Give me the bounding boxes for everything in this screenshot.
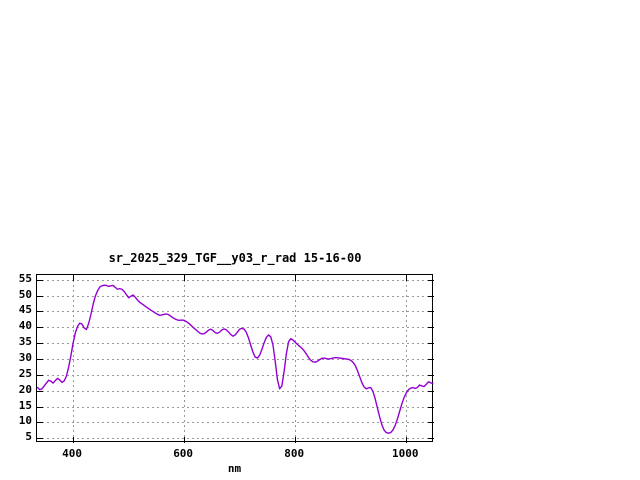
y-tick-label: 50 — [18, 287, 32, 301]
y-axis-tick-labels: 5 10 15 20 25 30 35 40 45 50 55 — [2, 271, 32, 444]
x-grid-lines — [73, 275, 407, 443]
y-tick-label: 30 — [18, 351, 32, 364]
y-tick-label: 35 — [18, 335, 32, 349]
y-grid-lines — [37, 280, 434, 439]
x-axis-tick-labels: 400 600 800 1000 — [36, 447, 433, 461]
x-tick-label: 600 — [173, 447, 194, 460]
y-tick-label: 20 — [18, 382, 32, 396]
x-tick-label: 1000 — [391, 447, 419, 460]
spectral-curve — [37, 284, 434, 434]
y-tick-label: 45 — [18, 303, 32, 317]
y-tick-label: 40 — [18, 319, 32, 333]
chart-title: sr_2025_329_TGF__y03_r_rad 15-16-00 — [108, 251, 362, 265]
y-tick-label: 5 — [25, 430, 32, 444]
plot-area — [36, 274, 434, 443]
y-tick-label: 55 — [18, 271, 32, 285]
x-axis-label: nm — [227, 462, 242, 475]
axis-tick-marks — [37, 275, 434, 443]
x-tick-label: 400 — [62, 447, 83, 460]
y-tick-label: 25 — [18, 366, 32, 380]
y-tick-label: 10 — [18, 414, 32, 428]
plot-svg — [37, 275, 434, 443]
x-tick-label: 800 — [284, 447, 305, 460]
y-tick-label: 15 — [18, 398, 32, 412]
